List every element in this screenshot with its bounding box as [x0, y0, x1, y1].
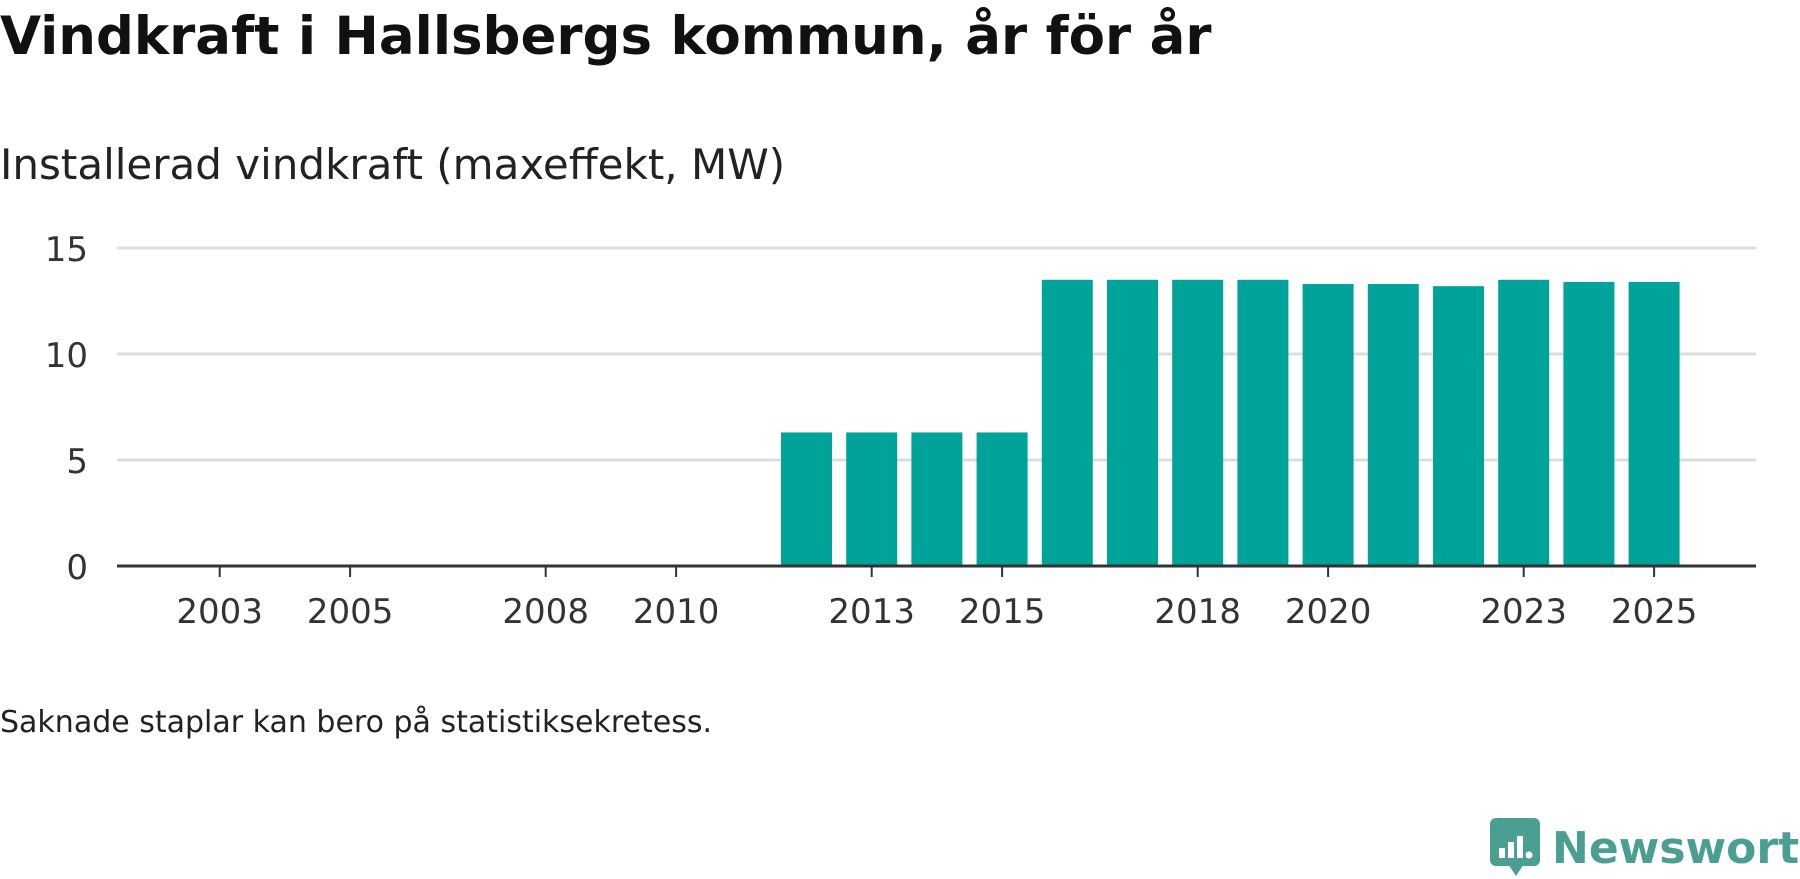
brand-name: Newsworthy	[1552, 822, 1800, 874]
bar-2016	[1041, 279, 1093, 566]
bar-2018	[1172, 279, 1224, 566]
brand-logo: Newsworthy	[1490, 818, 1800, 878]
x-tick-label: 2008	[502, 592, 589, 632]
bars	[781, 279, 1680, 566]
x-tick-label: 2010	[633, 592, 720, 632]
bar-2024	[1563, 281, 1615, 566]
x-tick-label: 2018	[1154, 592, 1241, 632]
y-tick-label: 10	[45, 336, 88, 376]
x-tick-label: 2015	[959, 592, 1046, 632]
bar-2017	[1107, 279, 1158, 566]
x-tick-label: 2020	[1285, 592, 1372, 632]
x-tick-label: 2025	[1611, 592, 1698, 632]
bar-2013	[846, 432, 898, 566]
bar-2022	[1433, 286, 1484, 566]
chart-subtitle: Installerad vindkraft (maxeffekt, MW)	[0, 140, 786, 189]
x-tick-label: 2005	[307, 592, 394, 632]
newsworthy-logo-icon	[1490, 818, 1540, 876]
y-tick-label: 0	[66, 548, 88, 588]
bar-2015	[976, 432, 1028, 566]
bar-2014	[911, 432, 963, 566]
bar-2020	[1302, 284, 1354, 566]
y-tick-label: 15	[45, 230, 88, 270]
chart-title: Vindkraft i Hallsbergs kommun, år för år	[0, 6, 1212, 67]
x-tick-label: 2023	[1480, 592, 1567, 632]
bar-2019	[1237, 279, 1289, 566]
bar-2023	[1498, 279, 1550, 566]
y-tick-label: 5	[66, 442, 88, 482]
x-tick-label: 2013	[828, 592, 915, 632]
axes: 0 5 10 15 2003 2005 2008 2010 2013 2015 2018 2020 20…	[45, 230, 1756, 632]
bar-2012	[781, 432, 832, 566]
footnote: Saknade staplar kan bero på statistiksek…	[0, 705, 713, 740]
bar-2021	[1367, 284, 1419, 566]
x-tick-label: 2003	[176, 592, 263, 632]
bar-2025	[1628, 281, 1680, 566]
